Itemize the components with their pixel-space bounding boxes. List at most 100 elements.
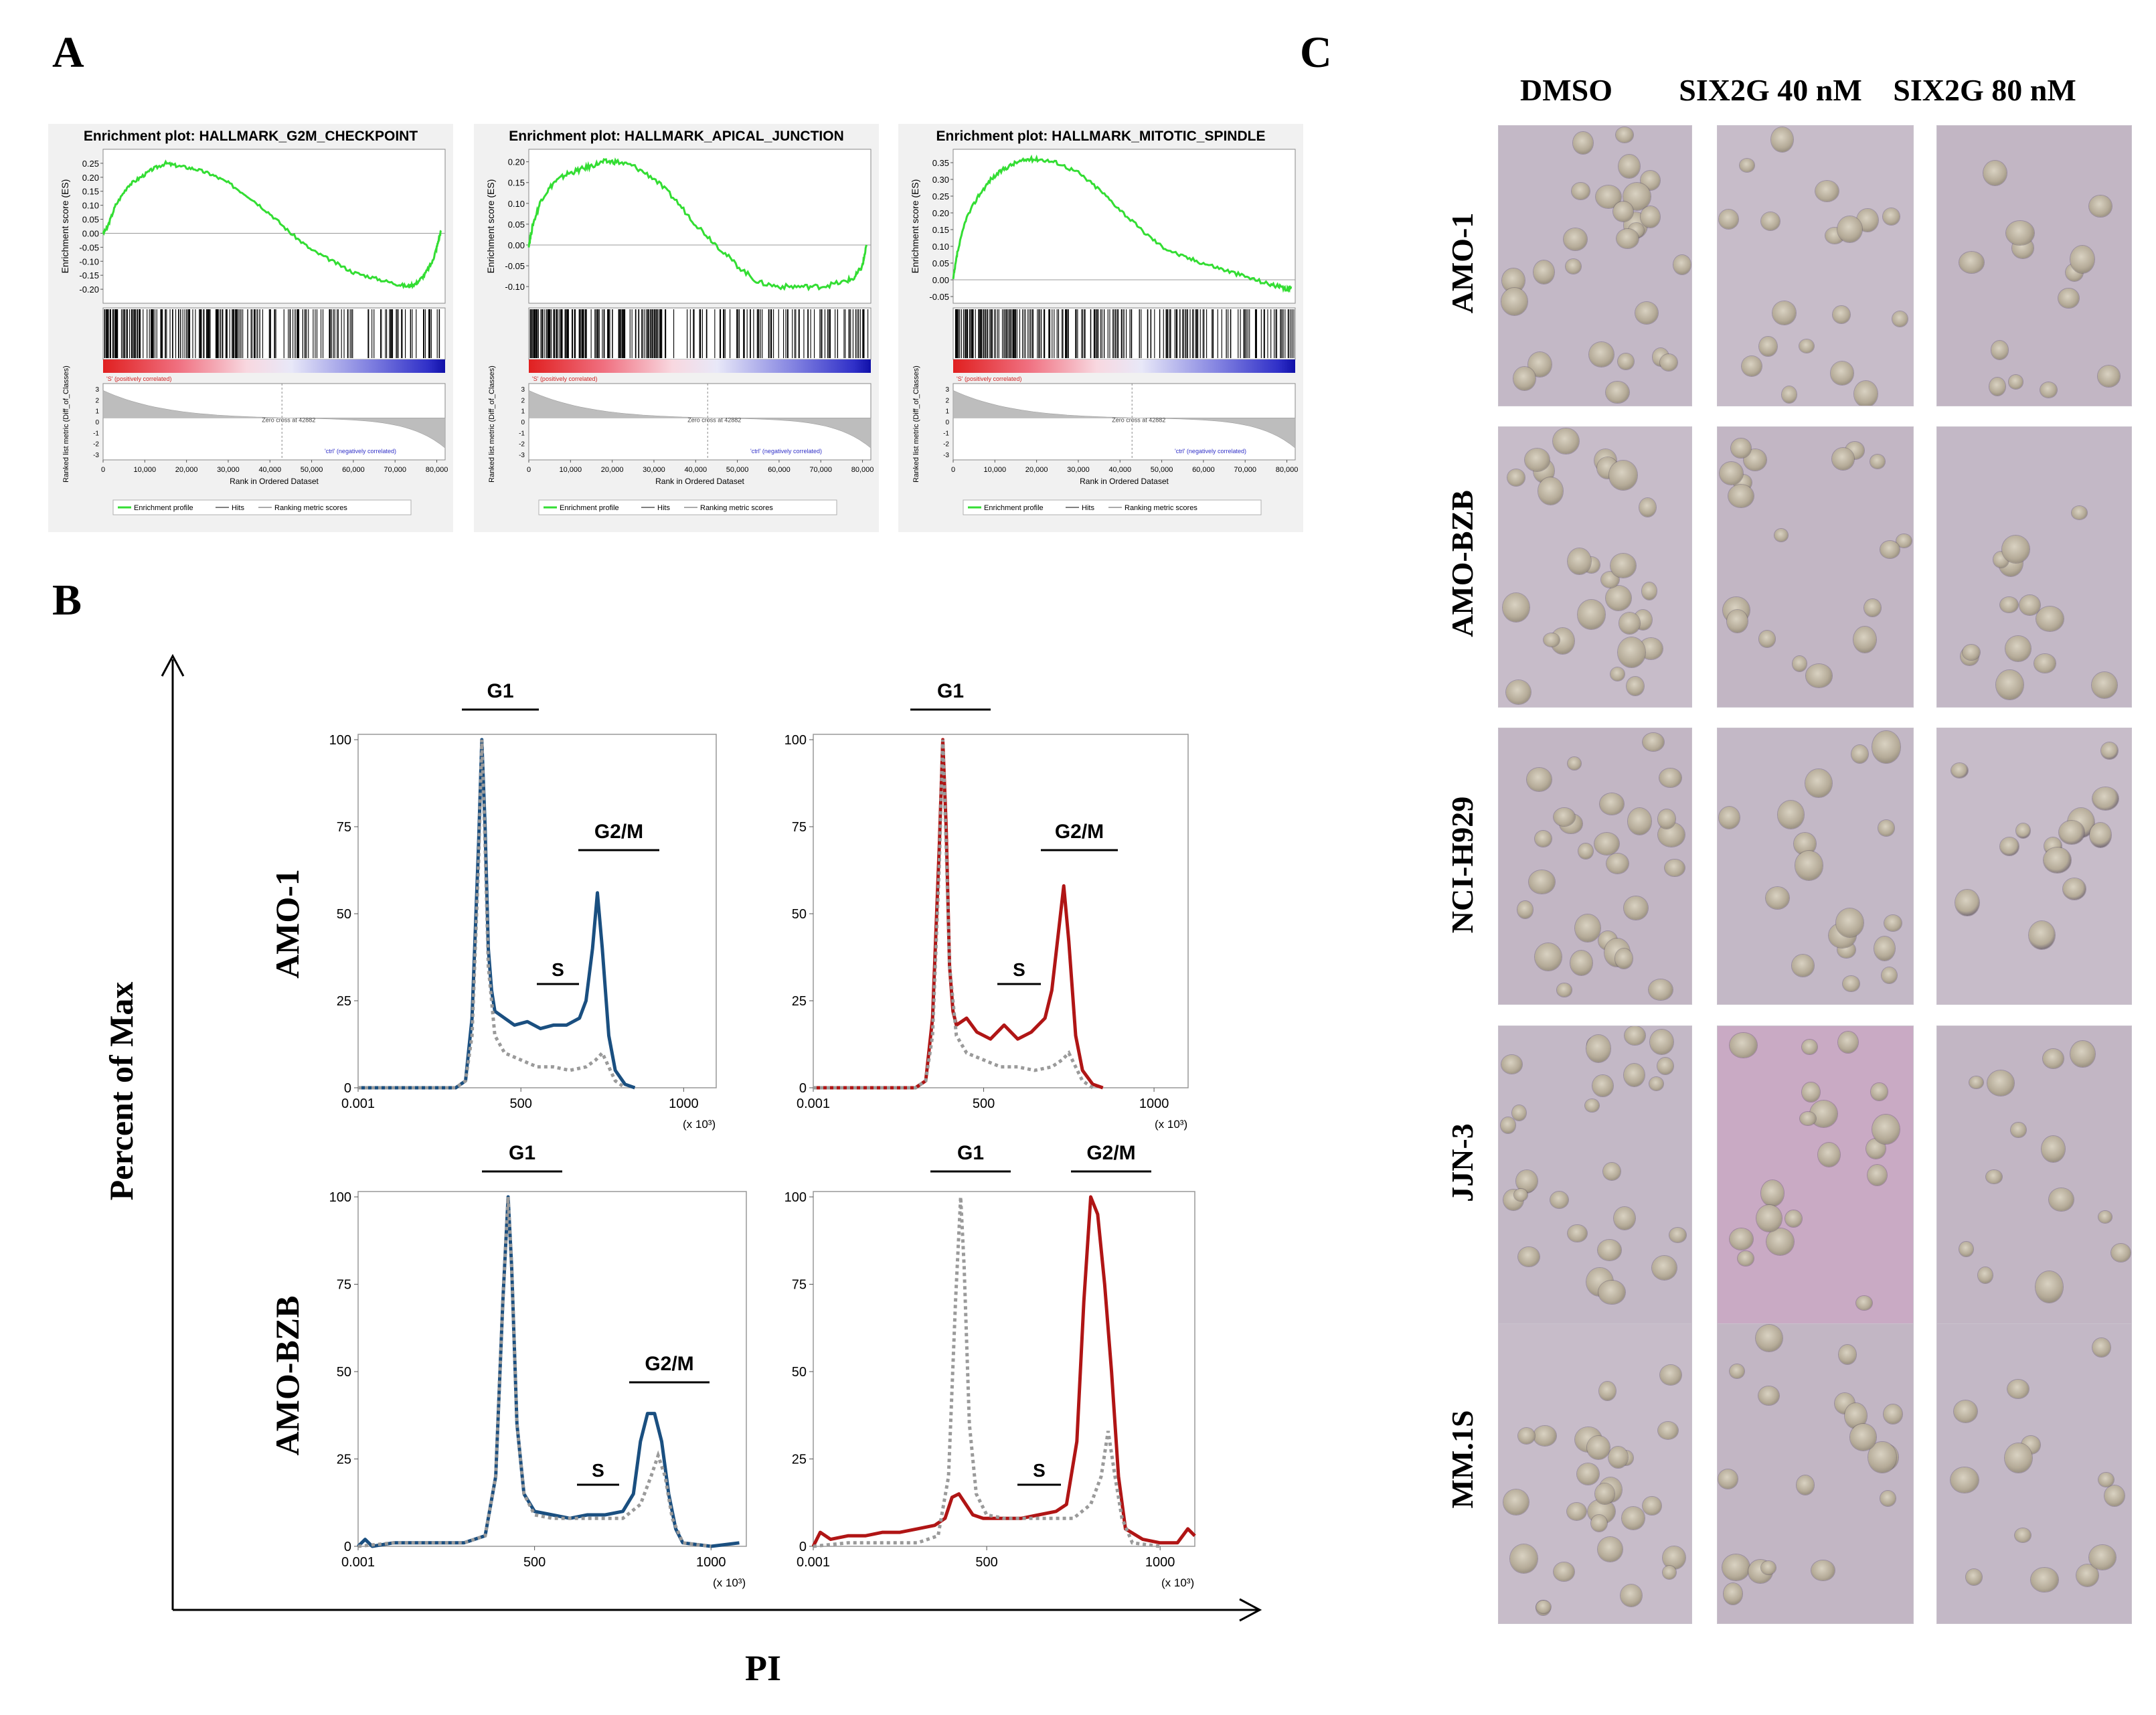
cell-blob [1802, 1082, 1820, 1102]
cell-blob [1878, 820, 1895, 836]
histogram-frame [813, 1191, 1195, 1547]
cell-blob [2070, 1041, 2095, 1068]
y-tick-label: 0 [344, 1540, 351, 1554]
cell-blob [2028, 920, 2055, 949]
ranked-tick-label: -2 [943, 441, 949, 448]
row-label-amo1: AMO-1 [268, 869, 306, 979]
ranked-axis-label: Ranked list metric (Diff_of_Classes) [488, 365, 496, 483]
cell-blob [1588, 341, 1614, 367]
cell-blob [2015, 823, 2031, 839]
y-tick-label: 75 [337, 820, 351, 835]
x-unit-label: (x 10³) [683, 1118, 716, 1131]
zero-cross-label: Zero cross at 42882 [687, 416, 741, 423]
cell-blob [1592, 1074, 1613, 1097]
es-tick-label: 0.15 [508, 178, 525, 188]
cell-blob [1723, 1583, 1743, 1605]
cell-blob [1871, 1083, 1888, 1100]
es-axis-label: Enrichment score (ES) [910, 179, 920, 274]
ranked-tick-label: 0 [521, 419, 525, 426]
micrograph-mm-1s-six2g-80 [1936, 1323, 2132, 1624]
histogram-frame [357, 1191, 747, 1547]
cell-blob [1603, 1163, 1621, 1181]
cell-blob [1640, 206, 1661, 228]
cell-blob [1568, 756, 1582, 770]
ranked-tick-label: -3 [93, 452, 99, 459]
legend-label-profile: Enrichment profile [560, 504, 619, 512]
cell-blob [1791, 955, 1815, 977]
micrograph-amo-bzb-six2g-40 [1717, 426, 1914, 708]
cell-blob [1978, 1267, 1993, 1284]
cell-blob [1843, 976, 1859, 992]
cell-blob [2098, 1472, 2114, 1487]
y-tick-label: 50 [792, 1365, 807, 1380]
es-tick-label: 0.20 [82, 173, 99, 183]
cell-blob [1553, 807, 1576, 827]
es-tick-label: 0.25 [82, 159, 99, 169]
gsea-plot-g2m-checkpoint: Enrichment plot: HALLMARK_G2M_CHECKPOINT… [48, 124, 453, 532]
es-tick-label: -0.20 [79, 284, 99, 295]
micrograph-nci-h929-six2g-80 [1936, 728, 2132, 1005]
legend-label-hits: Hits [1082, 504, 1094, 512]
cell-blob [2007, 1379, 2029, 1399]
cell-blob [1867, 1164, 1887, 1186]
cell-blob [1601, 571, 1620, 588]
cell-blob [1627, 808, 1651, 835]
micrograph-jjn-3-six2g-40 [1717, 1026, 1914, 1325]
cell-blob [1864, 599, 1881, 617]
cell-blob [1851, 744, 1869, 764]
cell-blob [1953, 1400, 1977, 1423]
cell-blob [2042, 1135, 2065, 1162]
micrograph-amo-bzb-six2g-80 [1936, 426, 2132, 708]
cell-blob [1649, 1029, 1673, 1055]
positive-correlation-label: 'S' (positively correlated) [532, 376, 597, 382]
cell-blob [1874, 936, 1895, 961]
x-unit-label: (x 10³) [713, 1576, 746, 1589]
cell-blob [1536, 1601, 1552, 1614]
cell-blob [2104, 1485, 2125, 1507]
cell-blob [1657, 809, 1676, 829]
es-tick-label: 0.00 [508, 240, 525, 250]
cell-blob [1554, 1562, 1575, 1581]
ranked-tick-label: -3 [519, 452, 525, 459]
cell-blob [1591, 1514, 1608, 1532]
es-plot-area [102, 149, 446, 304]
column-header-six2g-80: SIX2G 80 nM [1893, 73, 2076, 107]
y-tick-label: 0 [799, 1081, 807, 1096]
cell-blob [2089, 195, 2112, 218]
x-tick-label: 500 [523, 1555, 546, 1570]
y-tick-label: 25 [337, 994, 351, 1009]
cell-blob [1565, 259, 1582, 274]
gsea-plot-apical-junction: Enrichment plot: HALLMARK_APICAL_JUNCTIO… [474, 124, 879, 532]
cell-blob [2000, 596, 2019, 612]
cell-blob [1959, 252, 1984, 273]
y-tick-label: 50 [337, 907, 351, 922]
cell-blob [1535, 830, 1552, 847]
cell-blob [1586, 1035, 1610, 1062]
x-tick-label: 80,000 [1276, 466, 1299, 474]
cell-blob [1729, 1228, 1753, 1250]
cell-blob [1756, 1324, 1783, 1352]
cell-blob [1577, 600, 1605, 629]
cell-blob [1793, 656, 1807, 672]
cell-blob [2092, 787, 2119, 810]
histogram-amobzb-six2g: 100 75 50 25 00.001 500 1000 (x 10³) G1 S G2/M [784, 1142, 1196, 1589]
cell-blob [1659, 354, 1677, 372]
micro-row-label-mm1s: MM.1S [1445, 1410, 1479, 1509]
cell-blob [1517, 1246, 1540, 1267]
g1-label: G1 [937, 680, 964, 702]
x-tick-label: 20,000 [601, 466, 624, 474]
ranked-tick-label: -2 [519, 441, 525, 448]
micro-row-label-amo1: AMO-1 [1445, 213, 1479, 314]
cell-blob [2005, 636, 2031, 661]
x-axis-label: Rank in Ordered Dataset [1080, 477, 1169, 486]
cell-blob [1758, 1386, 1779, 1405]
positive-correlation-label: 'S' (positively correlated) [106, 376, 171, 382]
x-tick-label: 80,000 [426, 466, 448, 474]
cell-blob [1663, 1546, 1685, 1570]
cell-blob [1760, 212, 1780, 231]
cell-blob [1619, 154, 1641, 178]
x-tick-label: 0.001 [797, 1555, 830, 1570]
cell-blob [1730, 1364, 1745, 1379]
